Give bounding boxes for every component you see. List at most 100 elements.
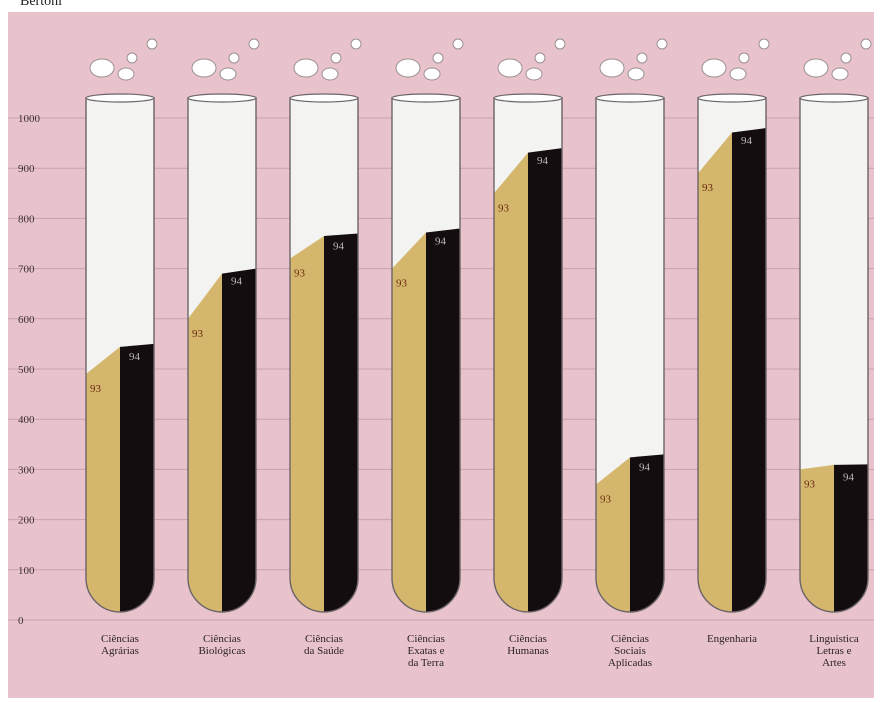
series-label-93-1: 93 [192,328,204,340]
bubble-1-2 [228,52,240,64]
bar-93-7 [800,464,834,612]
bubble-6-3 [758,38,770,50]
tube-rim-5 [595,93,665,103]
category-label-3: Ciências Exatas e da Terra [407,633,445,669]
bar-93-4 [494,152,528,612]
bubble-2-1 [321,67,339,81]
tube-rim-6 [697,93,767,103]
bubble-3-1 [423,67,441,81]
bar-94-4 [528,148,562,612]
tubes: 93 94 93 94 93 94 93 94 93 94 93 94 93 94 93 94 [85,38,872,613]
tube-rim-0 [85,93,155,103]
bubble-7-0 [803,58,829,78]
bar-93-3 [392,232,426,612]
tube-contents-5 [596,98,664,612]
bubble-7-1 [831,67,849,81]
bubble-2-0 [293,58,319,78]
tube-rim-1 [187,93,257,103]
series-label-94-0: 94 [129,351,141,363]
category-line-2-1: da Saúde [304,645,344,657]
tube-contents-6 [698,98,766,612]
category-line-4-0: Ciências [509,633,547,645]
credit-text: Bertoni [20,0,62,9]
y-tick-label-600: 600 [18,314,35,326]
category-label-7: Linguística Letras e Artes [809,633,859,669]
series-label-94-7: 94 [843,471,855,483]
bubble-5-1 [627,67,645,81]
y-tick-label-200: 200 [18,515,35,527]
bar-94-1 [222,268,256,612]
category-line-3-1: Exatas e [408,645,445,657]
category-line-5-2: Aplicadas [608,657,652,669]
bar-93-5 [596,457,630,612]
y-tick-label-100: 100 [18,565,35,577]
tube-outline-1 [187,97,257,613]
series-label-94-6: 94 [741,135,753,147]
series-label-93-6: 93 [702,182,714,194]
tube-rim-2 [289,93,359,103]
bubble-4-3 [554,38,566,50]
y-tick-label-700: 700 [18,264,35,276]
tube-outline-0 [85,97,155,613]
category-line-7-0: Linguística [809,633,859,645]
bar-94-0 [120,343,154,612]
category-label-6: Engenharia [707,633,757,645]
bubble-6-2 [738,52,750,64]
category-label-1: Ciências Biológicas [198,633,245,657]
category-line-5-0: Ciências [611,633,649,645]
category-line-3-2: da Terra [408,657,444,669]
bubble-0-3 [146,38,158,50]
category-line-3-0: Ciências [407,633,445,645]
category-line-7-1: Letras e [816,645,851,657]
tube-contents-3 [392,98,460,612]
series-label-94-5: 94 [639,461,651,473]
series-label-93-5: 93 [600,493,612,505]
bar-93-6 [698,132,732,612]
bubble-4-2 [534,52,546,64]
category-line-4-1: Humanas [507,645,549,657]
tube-outline-3 [391,97,461,613]
series-label-93-2: 93 [294,268,306,280]
series-label-93-4: 93 [498,202,510,214]
bubble-3-2 [432,52,444,64]
bubble-2-3 [350,38,362,50]
tube-outline-5 [595,97,665,613]
bubble-4-0 [497,58,523,78]
bubble-1-0 [191,58,217,78]
series-label-94-1: 94 [231,276,243,288]
series-label-93-7: 93 [804,478,816,490]
category-line-0-1: Agrárias [101,645,139,657]
series-label-94-3: 94 [435,235,447,247]
tube-outline-7 [799,97,869,613]
tube-outline-2 [289,97,359,613]
bubble-5-3 [656,38,668,50]
bubble-0-2 [126,52,138,64]
tube-contents-1 [188,98,256,612]
category-line-1-0: Ciências [203,633,241,645]
tube-rim-3 [391,93,461,103]
series-label-94-4: 94 [537,155,549,167]
bar-93-0 [86,346,120,612]
category-label-0: Ciências Agrárias [101,633,139,657]
tube-contents-7 [800,98,868,612]
series-label-93-3: 93 [396,278,408,290]
bar-94-7 [834,464,868,612]
tube-contents-4 [494,98,562,612]
bar-93-2 [290,235,324,612]
y-tick-label-900: 900 [18,163,35,175]
bar-93-1 [188,273,222,612]
category-line-1-1: Biológicas [198,645,245,657]
series-label-93-0: 93 [90,383,102,395]
category-label-5: Ciências Sociais Aplicadas [608,633,652,669]
bubble-6-1 [729,67,747,81]
tube-rim-7 [799,93,869,103]
y-tick-label-400: 400 [18,414,35,426]
y-tick-label-1000: 1000 [18,113,41,125]
tube-contents-0 [86,98,154,612]
bubble-7-2 [840,52,852,64]
y-axis: 0 100 200 300 400 500 600 700 800 900 1000 [18,113,41,627]
category-label-4: Ciências Humanas [507,633,549,657]
bar-94-3 [426,228,460,612]
bubble-1-1 [219,67,237,81]
